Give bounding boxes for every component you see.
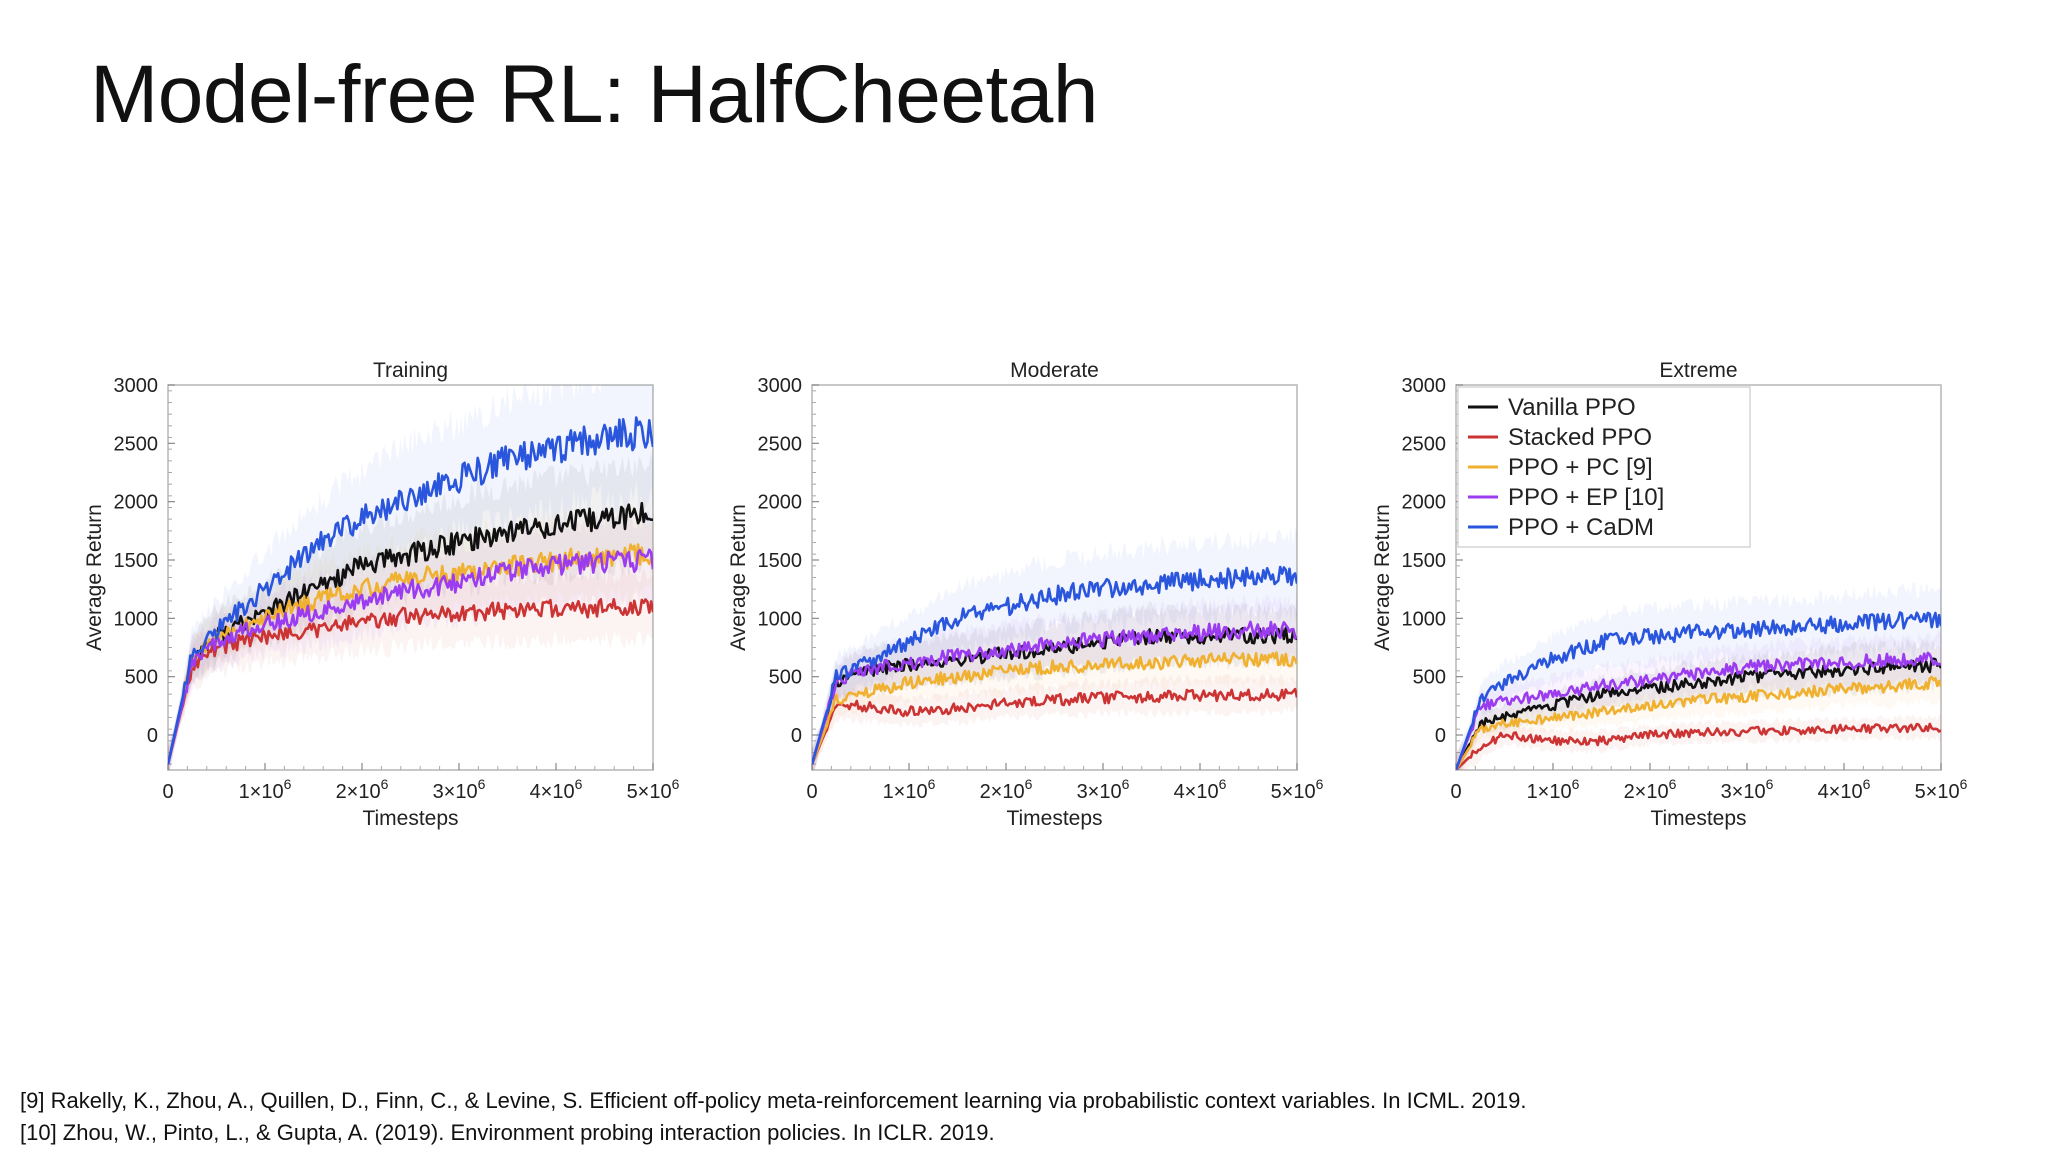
- chart-svg: Moderate 0 500 1000 1500 2000 2500 3000 0 1×106 2×…: [727, 359, 1324, 830]
- x-tick-label: 1×106: [1527, 776, 1580, 803]
- y-tick-label: 1000: [114, 608, 159, 630]
- legend-label: Vanilla PPO: [1508, 394, 1636, 421]
- series-band: [1456, 630, 1941, 770]
- moderate-chart: Moderate 0 500 1000 1500 2000 2500 3000 0 1×106 2×…: [722, 355, 1342, 845]
- series-band: [812, 600, 1297, 770]
- series-line: [812, 687, 1297, 765]
- x-tick-label: 5×106: [1271, 776, 1324, 803]
- x-axis-label: Timesteps: [1650, 807, 1746, 830]
- x-tick-label: 4×106: [1818, 776, 1871, 803]
- series-line: [1456, 675, 1941, 770]
- y-tick-label: 1500: [114, 550, 159, 572]
- chart-svg: Training 0 500 1000 1500 2000 2500 3000 0 1×106 2×…: [83, 359, 680, 830]
- series-line: [1456, 651, 1941, 770]
- x-tick-label: 4×106: [530, 776, 583, 803]
- x-tick-label: 0: [806, 781, 817, 803]
- chart-title: Extreme: [1659, 359, 1737, 382]
- x-tick-label: 5×106: [627, 776, 680, 803]
- series-line: [168, 548, 653, 765]
- y-tick-label: 1000: [758, 608, 803, 630]
- x-tick-label: 4×106: [1174, 776, 1227, 803]
- chart-title: Training: [373, 359, 448, 382]
- x-tick-label: 3×106: [433, 776, 486, 803]
- legend-box: [1457, 386, 1751, 548]
- x-tick-label: 0: [1450, 781, 1461, 803]
- series-line: [168, 416, 653, 765]
- series-band: [168, 385, 653, 770]
- y-tick-label: 3000: [758, 375, 803, 397]
- chart-title: Moderate: [1010, 359, 1099, 382]
- y-tick-label: 2000: [758, 492, 803, 514]
- y-tick-label: 500: [125, 667, 158, 689]
- y-tick-label: 2000: [1402, 492, 1447, 514]
- y-tick-label: 3000: [1402, 375, 1447, 397]
- y-tick-label: 0: [1435, 725, 1446, 747]
- x-tick-label: 1×106: [883, 776, 936, 803]
- plot-area: [1456, 581, 1941, 770]
- y-tick-label: 1500: [1402, 550, 1447, 572]
- y-axis-label: Average Return: [1371, 504, 1394, 651]
- references: [9] Rakelly, K., Zhou, A., Quillen, D., …: [20, 1085, 1526, 1149]
- y-tick-label: 2000: [114, 492, 159, 514]
- series-band: [168, 508, 653, 770]
- legend-label: PPO + EP [10]: [1508, 484, 1664, 511]
- series-band: [812, 593, 1297, 770]
- chart-svg: Extreme 0 500 1000 1500 2000 2500 3000 0 1×106 2×1…: [1371, 359, 1968, 830]
- y-tick-label: 1000: [1402, 608, 1447, 630]
- series-band: [168, 565, 653, 770]
- x-tick-label: 2×106: [336, 776, 389, 803]
- x-axis-label: Timesteps: [1006, 807, 1102, 830]
- y-tick-label: 500: [769, 667, 802, 689]
- series-line: [1456, 722, 1941, 770]
- y-tick-label: 0: [791, 725, 802, 747]
- y-tick-label: 2500: [114, 433, 159, 455]
- legend: Vanilla PPO Stacked PPO PPO + PC [9] PPO + …: [1457, 386, 1751, 548]
- y-axis-label: Average Return: [727, 504, 750, 651]
- plot-area: [168, 385, 653, 770]
- series-band: [812, 525, 1297, 770]
- x-tick-label: 2×106: [980, 776, 1033, 803]
- x-tick-label: 5×106: [1915, 776, 1968, 803]
- legend-label: PPO + CaDM: [1508, 514, 1654, 541]
- series-line: [812, 565, 1297, 765]
- series-band: [168, 504, 653, 770]
- series-line: [1456, 611, 1941, 770]
- y-axis-label: Average Return: [83, 504, 106, 651]
- x-axis-label: Timesteps: [362, 807, 458, 830]
- y-tick-label: 2500: [758, 433, 803, 455]
- series-line: [168, 501, 653, 765]
- y-tick-label: 3000: [114, 375, 159, 397]
- x-tick-label: 1×106: [239, 776, 292, 803]
- x-tick-label: 0: [162, 781, 173, 803]
- series-line: [812, 620, 1297, 765]
- x-tick-label: 3×106: [1077, 776, 1130, 803]
- y-tick-label: 2500: [1402, 433, 1447, 455]
- legend-label: Stacked PPO: [1508, 424, 1652, 451]
- legend-label: PPO + PC [9]: [1508, 454, 1653, 481]
- y-tick-label: 0: [147, 725, 158, 747]
- series-line: [168, 598, 653, 765]
- x-tick-label: 2×106: [1624, 776, 1677, 803]
- slide-title: Model-free RL: HalfCheetah: [90, 49, 1098, 140]
- reference-10: [10] Zhou, W., Pinto, L., & Gupta, A. (2…: [20, 1120, 995, 1145]
- plot-area: [812, 525, 1297, 770]
- y-tick-label: 1500: [758, 550, 803, 572]
- series-band: [1456, 581, 1941, 770]
- x-tick-label: 3×106: [1721, 776, 1774, 803]
- extreme-chart: Extreme 0 500 1000 1500 2000 2500 3000 0 1×106 2×1…: [1366, 355, 1986, 845]
- reference-9: [9] Rakelly, K., Zhou, A., Quillen, D., …: [20, 1088, 1527, 1113]
- series-line: [812, 651, 1297, 765]
- training-chart: Training 0 500 1000 1500 2000 2500 3000 0 1×106 2×…: [78, 355, 698, 845]
- y-tick-label: 500: [1413, 667, 1446, 689]
